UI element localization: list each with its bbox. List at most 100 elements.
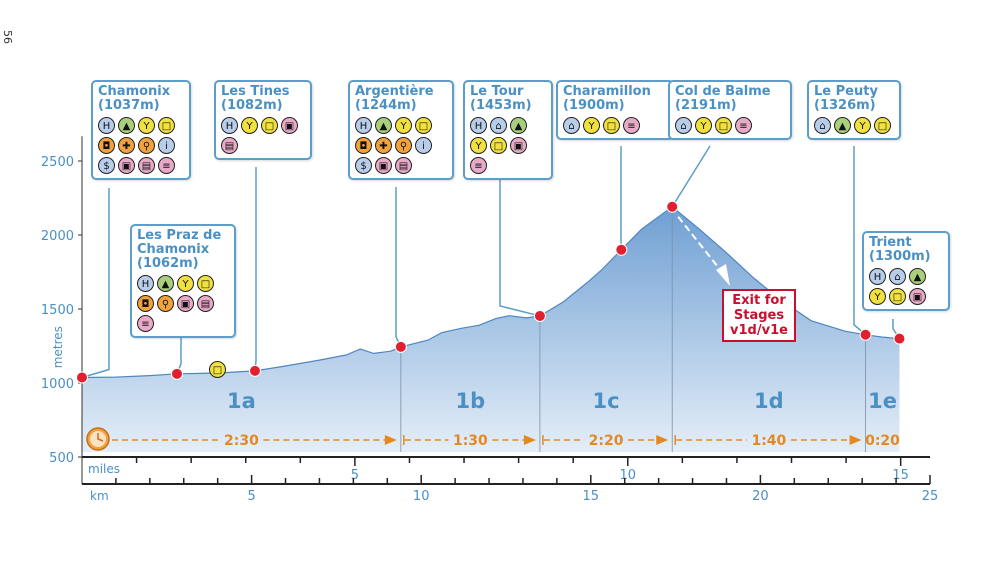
miles-axis-label: miles [88,462,120,476]
facility-icons: H ▲ Y □ ◘ ✚ ⚲ i $ ▣ ▤ ≡ [98,117,184,174]
facility-icon: ◘ [98,137,115,154]
km-tick-label: 10 [413,489,430,504]
facility-icon: H [137,275,154,292]
miles-tick-label: 15 [892,468,909,483]
section-labels: 1a 2:30 1b 1:30 1c 2:20 1d 1:40 1e 0:20 [86,389,900,451]
y-axis-label: metres [51,326,65,368]
facility-icon: Y [241,117,258,134]
facility-icon: □ [197,275,214,292]
y-tick-label: 500 [49,451,74,466]
facility-icon: Y [583,117,600,134]
km-tick-label: 15 [583,489,600,504]
facility-icon: ▲ [834,117,851,134]
facility-icon: Y [177,275,194,292]
facility-icon: ▲ [510,117,527,134]
facility-icon: ▣ [909,288,926,305]
leader-line [81,188,110,379]
station-box: Les Tines (1082m) H Y □ ▣ ▤ [214,80,312,160]
facility-icon: Y [869,288,886,305]
facility-icon: □ [603,117,620,134]
time-arrowhead [656,435,669,445]
water-icon: □ [209,361,226,378]
facility-icon: ⌂ [675,117,692,134]
facility-icon: ▤ [197,295,214,312]
waypoint-marker [893,332,906,345]
exit-arrow [677,216,723,273]
waypoint-marker [394,340,407,353]
facility-icon: ▣ [118,157,135,174]
km-tick-label: 25 [922,489,939,504]
facility-icon: □ [889,288,906,305]
facility-icon: ⌂ [889,268,906,285]
station-name: Le Tour (1453m) [470,84,532,113]
station-name: Le Peuty (1326m) [814,84,878,113]
station-name: Argentière (1244m) [355,84,434,113]
section-time: 0:20 [865,433,900,449]
facility-icon: ≡ [137,315,154,332]
axes: 500 1000 1500 2000 2500 metres 5 10 15 miles 5 10 15… [41,136,938,504]
facility-icon: ✚ [118,137,135,154]
station-box: Trient (1300m) H ⌂ ▲ Y □ ▣ [862,231,950,311]
facility-icon: Y [470,137,487,154]
y-tick-label: 1000 [41,377,74,392]
facility-icon: H [98,117,115,134]
facility-icon: ▣ [510,137,527,154]
facility-icon: H [355,117,372,134]
facility-icon: ▤ [138,157,155,174]
y-tick-label: 1500 [41,303,74,318]
exit-label: Exit for Stages v1d/v1e [722,289,796,342]
section-label: 1c [593,389,620,413]
facility-icons: H ⌂ ▲ Y □ ▣ ≡ [470,117,546,174]
waypoint-marker [76,371,88,384]
facility-icons: ⌂ Y □ ≡ [563,117,667,134]
facility-icon: H [869,268,886,285]
section-label: 1d [754,389,784,413]
time-arrowhead [384,435,397,445]
facility-icon: ✚ [375,137,392,154]
facility-icon: Y [395,117,412,134]
facility-icon: □ [715,117,732,134]
time-arrowhead [523,435,536,445]
leader-line [499,166,541,317]
station-box: Argentière (1244m) H ▲ Y □ ◘ ✚ ⚲ i $ ▣ ▤ [348,80,454,180]
facility-icon: ▲ [118,117,135,134]
facility-icons: H ▲ Y □ ◘ ⚲ ▣ ▤ ≡ [137,275,229,332]
waypoint-marker [170,367,183,380]
waypoint-markers [76,200,906,384]
facility-icon: ◘ [355,137,372,154]
facility-icon: ⚲ [157,295,174,312]
facility-icon: ≡ [623,117,640,134]
waypoint-marker [666,200,679,213]
leader-line [671,145,711,208]
station-name: Chamonix (1037m) [98,84,171,113]
station-box: Chamonix (1037m) H ▲ Y □ ◘ ✚ ⚲ i $ ▣ ▤ ≡ [91,80,191,180]
waypoint-marker [615,243,628,256]
facility-icon: Y [695,117,712,134]
facility-icons: H ⌂ ▲ Y □ ▣ [869,268,943,305]
facility-icon: $ [355,157,372,174]
km-tick-label: 20 [752,489,769,504]
facility-icons: H Y □ ▣ ▤ [221,117,305,154]
section-time: 2:20 [589,433,624,449]
facility-icon: ≡ [470,157,487,174]
station-box: Le Tour (1453m) H ⌂ ▲ Y □ ▣ ≡ [463,80,553,180]
y-tick-label: 2000 [41,229,74,244]
station-name: Les Praz de Chamonix (1062m) [137,228,222,271]
station-box: Charamillon (1900m) ⌂ Y □ ≡ [556,80,674,140]
exit-arrowhead [716,264,730,286]
leader-line [254,167,257,371]
facility-icon: ▣ [177,295,194,312]
facility-icons: H ▲ Y □ ◘ ✚ ⚲ i $ ▣ ▤ [355,117,447,174]
station-box: Col de Balme (2191m) ⌂ Y □ ≡ [668,80,792,140]
facility-icon: $ [98,157,115,174]
station-name: Trient (1300m) [869,235,931,264]
facility-icon: i [158,137,175,154]
facility-icons: ⌂ Y □ ≡ [675,117,785,134]
section-label: 1b [456,389,486,413]
facility-icon: □ [490,137,507,154]
facility-icon: ⚲ [395,137,412,154]
facility-icon: ≡ [735,117,752,134]
facility-icon: ▣ [281,117,298,134]
clock-hands [97,433,104,442]
